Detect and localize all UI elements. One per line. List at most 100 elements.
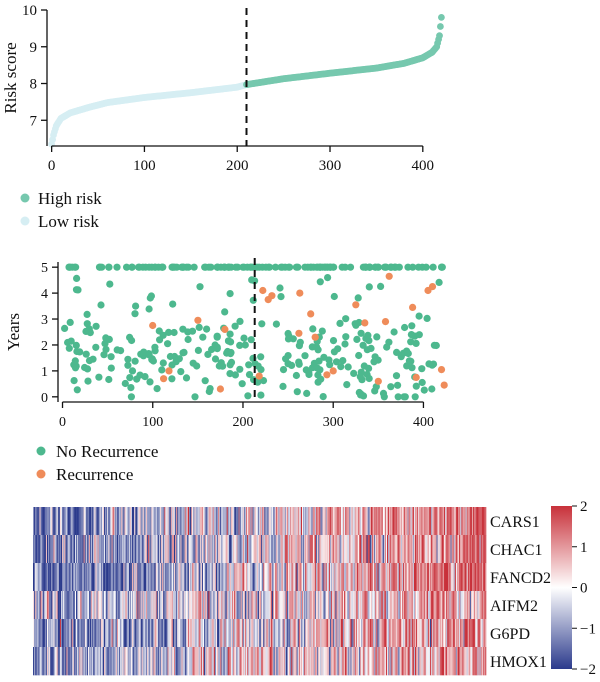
heatmap-cell [113,563,116,592]
heatmap-cell [59,647,62,676]
no-recurrence-point [72,341,80,349]
heatmap-cell [282,619,285,648]
heatmap-cell [332,647,334,676]
heatmap-cell [219,591,221,620]
heatmap-cell [88,591,91,620]
heatmap-cell [221,647,223,676]
heatmap-cell [39,507,41,536]
heatmap-cell [349,563,351,592]
heatmap-cell [354,507,357,536]
no-recurrence-point [165,328,173,336]
heatmap-cell [323,619,325,648]
heatmap-cell [349,535,351,564]
heatmap-cell [87,619,90,648]
heatmap-cell [289,619,291,648]
heatmap-cell [269,507,272,536]
no-recurrence-point [286,263,294,271]
heatmap-cell [95,535,97,564]
no-recurrence-point [423,314,431,322]
heatmap-cell [226,563,229,592]
heatmap-cell [458,647,460,676]
y-tick-label: 2 [41,339,48,354]
heatmap-cell [201,591,204,620]
heatmap-cell [336,535,338,564]
heatmap-cell [255,591,258,620]
heatmap-cell [318,591,320,620]
heatmap-cell [185,535,188,564]
heatmap-cell [106,535,108,564]
heatmap-cell [199,535,202,564]
heatmap-cell [70,619,73,648]
heatmap-cell [325,619,328,648]
no-recurrence-point [65,344,73,352]
no-recurrence-point [303,389,311,397]
heatmap-cell [382,507,385,536]
heatmap-cell [442,591,445,620]
heatmap-cell [467,563,470,592]
heatmap-cell [421,563,423,592]
heatmap-cell [133,535,135,564]
heatmap-cell [436,647,438,676]
heatmap-cell [395,507,398,536]
heatmap-cell [177,563,179,592]
heatmap-cell [76,647,78,676]
heatmap-cell [64,535,66,564]
heatmap-cell [475,563,477,592]
heatmap-cell [456,619,459,648]
heatmap-cell [257,647,260,676]
heatmap-cell [114,535,117,564]
heatmap-cell [97,535,99,564]
heatmap-cell [256,535,259,564]
heatmap-cell [254,591,257,620]
heatmap-cell [416,619,418,648]
heatmap-cell [204,563,206,592]
heatmap-cell [74,619,77,648]
heatmap-cell [274,591,276,620]
heatmap-cell [133,507,135,536]
heatmap-cell [209,507,211,536]
heatmap-cell [426,563,429,592]
heatmap-cell [158,507,161,536]
recurrence-point [412,373,420,381]
heatmap-cell [125,563,127,592]
heatmap-cell [64,591,66,620]
no-recurrence-point [259,377,268,385]
heatmap-cell [125,591,127,620]
heatmap-cell [109,563,111,592]
heatmap-cell [195,619,197,648]
heatmap-cell [130,563,133,592]
heatmap-row-label: AIFM2 [490,598,538,615]
heatmap-cell [422,535,424,564]
heatmap-cell [67,591,69,620]
heatmap-cell [317,563,319,592]
heatmap-cell [54,535,56,564]
heatmap-cell [351,563,353,592]
heatmap-cell [288,507,290,536]
heatmap-cell [409,535,412,564]
heatmap-cell [257,535,260,564]
heatmap-cell [447,619,449,648]
heatmap-cell [101,647,104,676]
heatmap-cell [60,591,63,620]
heatmap-cell [464,591,466,620]
heatmap-cell [384,563,387,592]
heatmap-cell [69,507,72,536]
heatmap-cell [315,647,318,676]
no-recurrence-point [339,357,347,365]
heatmap-cell [359,535,361,564]
heatmap-cell [39,535,41,564]
heatmap-cell [97,647,99,676]
heatmap-cell [122,507,124,536]
heatmap-cell [142,507,145,536]
heatmap-cell [411,619,414,648]
heatmap-cell [353,535,356,564]
heatmap-cell [85,507,88,536]
heatmap-cell [52,507,54,536]
heatmap-cell [155,507,158,536]
heatmap-cell [180,507,182,536]
recurrence-point [440,381,448,389]
heatmap-cell [347,563,349,592]
heatmap-cell [337,535,339,564]
heatmap-cell [94,591,96,620]
heatmap-cell [462,591,464,620]
